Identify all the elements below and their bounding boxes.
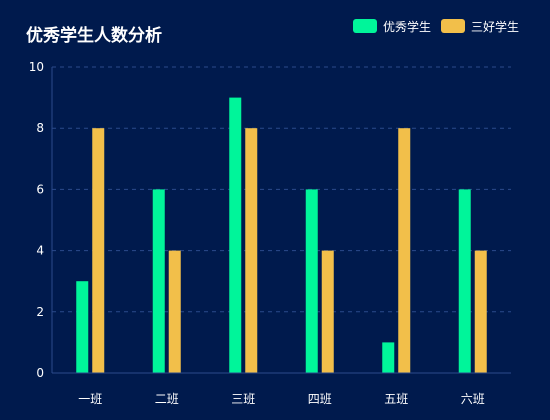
chart-title: 优秀学生人数分析 <box>26 25 162 46</box>
x-tick-label: 六班 <box>461 392 485 406</box>
y-tick-label: 6 <box>36 182 44 196</box>
bar-series-1-4[interactable] <box>398 128 411 373</box>
legend-item-series-0[interactable]: 优秀学生 <box>353 19 431 34</box>
bar-series-0-2[interactable] <box>229 97 242 373</box>
bar-series-1-0[interactable] <box>92 128 105 373</box>
x-tick-label: 四班 <box>308 392 332 406</box>
x-tick-label: 一班 <box>78 392 102 406</box>
y-tick-label: 8 <box>36 121 44 135</box>
x-tick-label: 二班 <box>155 392 179 406</box>
legend: 优秀学生 三好学生 <box>353 19 519 34</box>
y-grid-lines <box>52 66 511 313</box>
legend-swatch-series-1 <box>441 19 465 33</box>
legend-swatch-series-0 <box>353 19 377 33</box>
x-axis-ticks: 一班 二班 三班 四班 五班 六班 <box>78 392 485 406</box>
bar-series-0-4[interactable] <box>382 342 395 373</box>
y-tick-label: 0 <box>36 366 44 380</box>
bars <box>76 97 487 373</box>
y-tick-label: 10 <box>29 60 44 74</box>
bar-series-0-0[interactable] <box>76 281 89 373</box>
legend-item-series-1[interactable]: 三好学生 <box>441 19 519 34</box>
x-tick-label: 三班 <box>231 392 255 406</box>
bar-series-1-5[interactable] <box>474 250 487 373</box>
x-tick-label: 五班 <box>384 392 408 406</box>
bar-series-1-3[interactable] <box>321 250 334 373</box>
bar-series-0-3[interactable] <box>305 189 318 373</box>
bar-series-0-1[interactable] <box>152 189 165 373</box>
y-axis-ticks: 0 2 4 6 8 10 <box>29 60 44 380</box>
legend-label-series-0: 优秀学生 <box>383 19 431 34</box>
bar-series-1-1[interactable] <box>168 250 181 373</box>
legend-label-series-1: 三好学生 <box>471 19 519 34</box>
y-tick-label: 2 <box>36 305 44 319</box>
bar-series-0-5[interactable] <box>458 189 471 373</box>
y-tick-label: 4 <box>36 244 44 258</box>
bar-series-1-2[interactable] <box>245 128 258 373</box>
